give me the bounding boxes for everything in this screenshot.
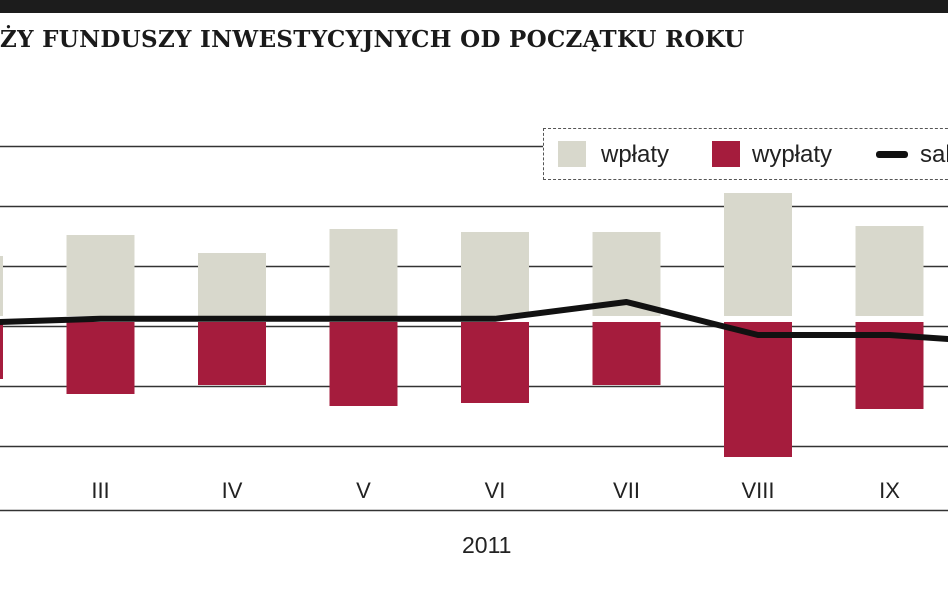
legend-label-wplaty: wpłaty	[601, 141, 670, 168]
x-tick-label: V	[356, 478, 371, 503]
top-bar	[0, 0, 948, 13]
x-tick-label: IX	[879, 478, 900, 503]
bar-wplaty	[461, 232, 529, 316]
bar-wyplaty	[724, 322, 792, 457]
bar-wplaty	[855, 226, 924, 316]
bar-wyplaty	[461, 322, 529, 403]
bar-wyplaty	[329, 322, 398, 406]
legend-swatch-wplaty	[558, 141, 586, 167]
legend-swatch-wyplaty	[712, 141, 740, 167]
bar-wplaty	[66, 235, 135, 316]
bar-wyplaty	[198, 322, 266, 385]
x-tick-label: IV	[222, 478, 243, 503]
legend: wpłaty wypłaty sal	[543, 128, 948, 180]
bar-wplaty	[198, 253, 266, 316]
bar-wplaty	[329, 229, 398, 316]
bar-wplaty	[0, 256, 3, 316]
legend-label-wyplaty: wypłaty	[752, 141, 833, 168]
saldo-line	[0, 299, 948, 343]
x-tick-label: VII	[613, 478, 640, 503]
legend-label-saldo: sal	[920, 141, 948, 168]
bar-wyplaty	[0, 322, 3, 379]
x-tick-label: VI	[485, 478, 506, 503]
x-tick-label: III	[91, 478, 109, 503]
bar-wyplaty	[66, 322, 135, 394]
bar-wyplaty	[592, 322, 661, 385]
legend-line-saldo	[876, 151, 908, 158]
bar-wplaty	[724, 193, 792, 316]
x-axis-year-label: 2011	[462, 532, 512, 558]
x-tick-label: VIII	[741, 478, 774, 503]
chart-title: ŻY FUNDUSZY INWESTYCYJNYCH OD POCZĄTKU R…	[0, 26, 745, 53]
